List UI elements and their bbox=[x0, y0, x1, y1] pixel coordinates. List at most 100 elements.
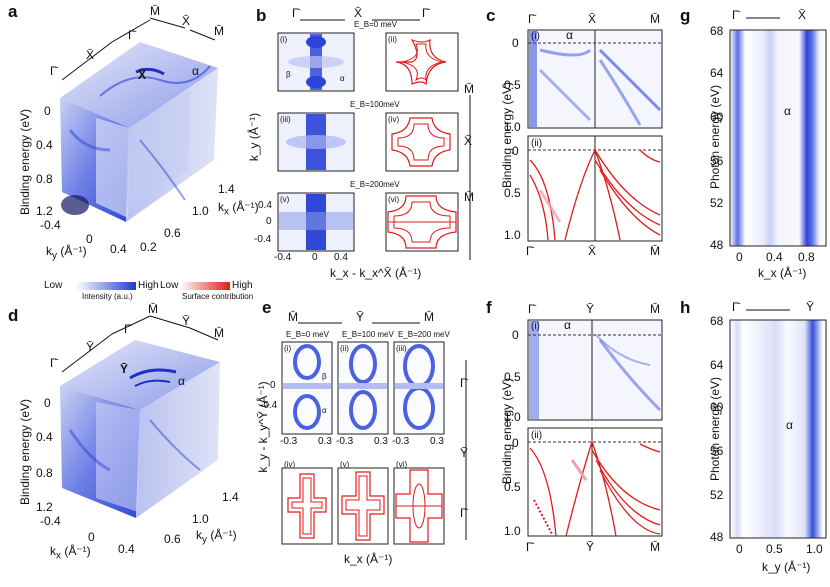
e-header: M̄ bbox=[424, 310, 434, 324]
e-header: Ȳ bbox=[356, 310, 365, 324]
a-top-label: Γ̄ bbox=[128, 28, 135, 42]
h-xtick: 0.5 bbox=[766, 542, 783, 556]
c-ytick: 0 bbox=[512, 36, 519, 50]
b-side: X̄ bbox=[464, 134, 473, 148]
h-xtick: 1.0 bbox=[806, 542, 823, 556]
a-kxtick: 0.6 bbox=[164, 226, 181, 240]
f-top: M̄ bbox=[650, 302, 660, 316]
f-alpha: α bbox=[564, 318, 571, 332]
c-bottom: Γ̄ bbox=[526, 244, 533, 258]
c-sub: (i) bbox=[531, 31, 540, 42]
h-alpha: α bbox=[786, 418, 793, 432]
b-beta: β bbox=[286, 70, 291, 79]
panel-label-d: d bbox=[8, 306, 19, 325]
h-ylabel: Photon energy (eV) bbox=[708, 376, 722, 482]
a-ytick: 0 bbox=[44, 104, 51, 118]
g-ytick: 52 bbox=[710, 196, 724, 210]
b-sub: (i) bbox=[280, 35, 288, 44]
e-sub: (v) bbox=[340, 460, 350, 469]
surface-colorbar bbox=[180, 282, 230, 290]
d-kxtick: 0.4 bbox=[118, 542, 135, 556]
legend-surface-high: High bbox=[232, 280, 253, 291]
legend-low: Low bbox=[44, 280, 63, 291]
panel-e-maps bbox=[281, 341, 445, 545]
g-ytick: 48 bbox=[710, 238, 724, 252]
b-sub: (iv) bbox=[388, 115, 400, 124]
b-ytick: 0 bbox=[266, 216, 272, 227]
d-ytick: 0.4 bbox=[36, 430, 53, 444]
c-top: M̄ bbox=[650, 12, 660, 26]
e-xlabel: k_x (Å⁻¹) bbox=[344, 552, 393, 566]
f-sub: (ii) bbox=[531, 430, 543, 441]
b-energy: E_B=100meV bbox=[350, 100, 400, 109]
h-top: Γ̄ bbox=[732, 300, 739, 314]
b-header: X̄ bbox=[354, 6, 363, 20]
g-ylabel: Photon energy (eV) bbox=[708, 84, 722, 190]
e-xtick: 0.3 bbox=[318, 436, 332, 447]
panel-f-plot bbox=[527, 319, 663, 537]
e-xtick: -0.3 bbox=[392, 436, 410, 447]
c-ytick: 1.0 bbox=[504, 228, 521, 242]
f-bottom: Γ̄ bbox=[526, 540, 533, 554]
g-ytick: 64 bbox=[710, 66, 724, 80]
b-sub: (iii) bbox=[280, 115, 291, 124]
legend-surface-low: Low bbox=[160, 280, 179, 291]
panel-g-plot bbox=[729, 29, 827, 247]
g-ytick: 56 bbox=[710, 154, 724, 168]
f-top: Ȳ bbox=[586, 302, 595, 316]
a-kytick: -0.4 bbox=[40, 218, 61, 232]
a-point-label: X̄ bbox=[138, 68, 147, 82]
g-xtick: 0 bbox=[736, 250, 743, 264]
d-ytick: 0.8 bbox=[36, 466, 53, 480]
d-top-label: Γ̄ bbox=[50, 356, 57, 370]
e-sub: (ii) bbox=[340, 344, 349, 353]
b-xtick: 0 bbox=[312, 252, 318, 263]
h-xtick: 0 bbox=[736, 542, 743, 556]
a-kytick: 0 bbox=[86, 232, 93, 246]
f-bottom: Ȳ bbox=[586, 540, 595, 554]
legend-high: High bbox=[138, 280, 159, 291]
b-side: M̄ bbox=[464, 190, 474, 204]
c-ytick: 0.5 bbox=[504, 186, 521, 200]
a-kxtick: 1.4 bbox=[218, 182, 235, 196]
b-ytick: 0.4 bbox=[258, 200, 272, 211]
b-sub: (v) bbox=[280, 195, 290, 204]
a-top-label: M̄ bbox=[214, 24, 224, 38]
g-xlabel: k_x (Å⁻¹) bbox=[758, 266, 807, 280]
a-ytick: 0.4 bbox=[36, 138, 53, 152]
a-kxlabel: kx (Å⁻¹) bbox=[218, 200, 259, 218]
panel-label-g: g bbox=[680, 6, 691, 25]
h-ytick: 60 bbox=[710, 400, 724, 414]
c-ytick: 0 bbox=[512, 144, 519, 158]
panel-label-f: f bbox=[486, 298, 492, 317]
h-top: Ȳ bbox=[806, 300, 815, 314]
b-ylabel: k_y (Å⁻¹) bbox=[247, 112, 261, 162]
b-alpha: α bbox=[340, 74, 345, 83]
b-header: Γ̄ bbox=[422, 6, 429, 20]
c-ytick: 1.0 bbox=[504, 120, 521, 134]
e-sub: (i) bbox=[284, 344, 292, 353]
d-top-label: M̄ bbox=[214, 326, 224, 340]
a-top-label: X̄ bbox=[182, 14, 191, 28]
g-ytick: 60 bbox=[710, 110, 724, 124]
d-kxlabel: kx (Å⁻¹) bbox=[50, 544, 91, 562]
d-ylabel: Binding energy (eV) bbox=[18, 398, 32, 506]
d-top-label: Ȳ bbox=[182, 314, 191, 328]
a-top-label: M̄ bbox=[150, 4, 160, 18]
panel-h-plot bbox=[729, 319, 827, 539]
e-energy: E_B=0 meV bbox=[286, 330, 329, 339]
d-kytick: 0.6 bbox=[164, 532, 181, 546]
e-sub: (iii) bbox=[396, 344, 407, 353]
f-ytick: 0 bbox=[512, 328, 519, 342]
d-alpha: α bbox=[178, 374, 185, 388]
a-kxtick: 1.0 bbox=[192, 204, 209, 218]
d-point-label: Ȳ bbox=[120, 362, 129, 376]
d-kxtick: -0.4 bbox=[40, 514, 61, 528]
b-xtick: 0.4 bbox=[334, 252, 348, 263]
legend-caption: Intensity (a.u.) bbox=[82, 292, 133, 301]
a-ytick: 0.8 bbox=[36, 172, 53, 186]
b-side: M̄ bbox=[464, 82, 474, 96]
f-ytick: 0.5 bbox=[504, 480, 521, 494]
cube-arrows bbox=[61, 17, 790, 540]
b-energy: E_B=200meV bbox=[350, 180, 400, 189]
